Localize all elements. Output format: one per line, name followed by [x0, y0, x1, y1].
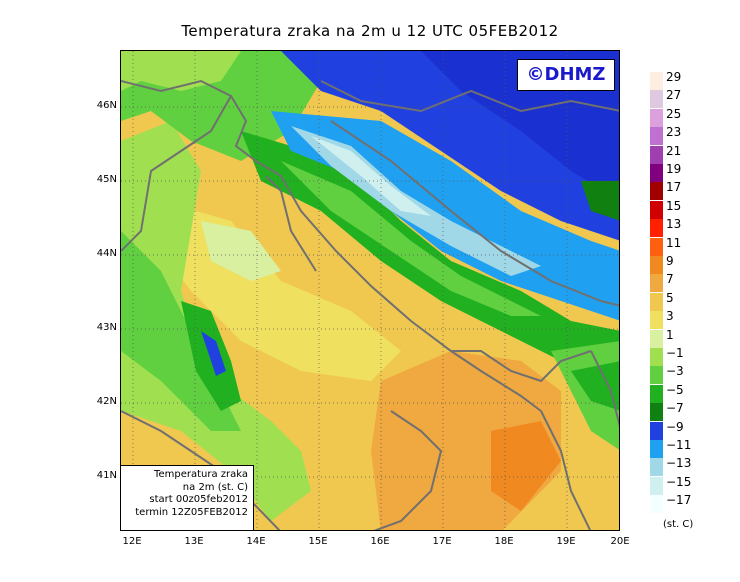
legend-label: 7 — [666, 272, 674, 287]
legend-swatch — [650, 366, 663, 385]
legend-label: 25 — [666, 106, 682, 121]
lat-label-44n: 44N — [96, 248, 117, 259]
lon-label-20e: 20E — [610, 536, 630, 547]
legend-swatch — [650, 219, 663, 238]
legend-label: 29 — [666, 70, 682, 84]
legend-label: −1 — [666, 346, 684, 360]
dinaric-coldest — [311, 136, 431, 216]
legend-label: −17 — [666, 493, 692, 508]
legend-label: 11 — [666, 235, 682, 250]
legend-label: −9 — [666, 419, 684, 434]
info-line-4: termin 12Z05FEB2012 — [135, 506, 248, 518]
legend-swatch — [650, 292, 663, 311]
lat-label-46n: 46N — [96, 100, 117, 111]
legend-label: −7 — [666, 401, 684, 416]
albania-cold — [571, 361, 619, 411]
temperature-map — [120, 50, 620, 531]
adriatic-mild — [201, 221, 281, 281]
legend-swatch — [650, 384, 663, 403]
legend-swatch — [650, 200, 663, 219]
lon-label-13e: 13E — [184, 536, 204, 547]
lon-label-17e: 17E — [432, 536, 452, 547]
lon-label-15e: 15E — [308, 536, 328, 547]
legend-label: 27 — [666, 88, 682, 103]
italy-green-belt — [121, 121, 311, 521]
legend-label: 15 — [666, 198, 682, 213]
lon-label-16e: 16E — [370, 536, 390, 547]
legend-swatch — [650, 145, 663, 164]
legend-swatch — [650, 311, 663, 330]
legend-label: −3 — [666, 364, 684, 379]
legend-label: −13 — [666, 456, 692, 471]
warm-core-hot — [491, 421, 561, 511]
legend-swatch — [650, 476, 663, 495]
legend-swatch — [650, 72, 663, 90]
lon-label-18e: 18E — [494, 536, 514, 547]
coastlines — [121, 79, 619, 530]
legend-label: 23 — [666, 125, 682, 140]
legend-label: 9 — [666, 254, 674, 268]
legend-label: −15 — [666, 474, 692, 489]
lon-label-19e: 19E — [556, 536, 576, 547]
map-title: Temperatura zraka na 2m u 12 UTC 05FEB20… — [181, 22, 559, 40]
dhmz-logo: ©DHMZ — [517, 59, 615, 91]
legend-unit: (st. C) — [663, 519, 694, 530]
legend-swatch — [650, 90, 663, 109]
info-box: Temperatura zraka na 2m (st. C) start 00… — [120, 465, 254, 531]
legend-label: 21 — [666, 143, 682, 158]
legend-label: −5 — [666, 382, 684, 397]
lat-label-41n: 41N — [96, 470, 117, 481]
legend-swatch — [650, 256, 663, 274]
legend-swatch — [650, 421, 663, 440]
lat-label-43n: 43N — [96, 322, 117, 333]
lat-label-45n: 45N — [96, 174, 117, 185]
east-green-patch — [581, 181, 619, 221]
legend-swatch — [650, 164, 663, 182]
legend-swatch — [650, 403, 663, 422]
map-canvas — [121, 51, 619, 530]
legend-swatch — [650, 182, 663, 201]
legend-swatch — [650, 495, 663, 514]
info-line-2: na 2m (st. C) — [182, 481, 248, 493]
legend-label: −11 — [666, 438, 692, 452]
legend-swatch — [650, 458, 663, 477]
coastal-strip — [281, 161, 541, 316]
grid-lines — [121, 51, 619, 530]
info-line-1: Temperatura zraka — [154, 469, 248, 480]
legend-swatch — [650, 329, 663, 348]
apennines-peak — [201, 331, 226, 376]
lon-label-12e: 12E — [122, 536, 142, 547]
legend-label: 3 — [666, 309, 674, 324]
legend-swatch — [650, 108, 663, 127]
legend-swatch — [650, 440, 663, 458]
legend-label: 13 — [666, 217, 682, 232]
legend-label: 19 — [666, 162, 682, 176]
legend-swatch — [650, 237, 663, 256]
legend-label: 17 — [666, 180, 682, 195]
legend-label: 5 — [666, 290, 674, 305]
north-mild — [121, 51, 241, 91]
lon-label-14e: 14E — [246, 536, 266, 547]
lat-label-42n: 42N — [96, 396, 117, 407]
legend-label: 1 — [666, 327, 674, 342]
legend-swatch — [650, 274, 663, 293]
legend-swatch — [650, 348, 663, 366]
legend-swatch — [650, 127, 663, 146]
info-line-3: start 00z05feb2012 — [149, 494, 248, 505]
